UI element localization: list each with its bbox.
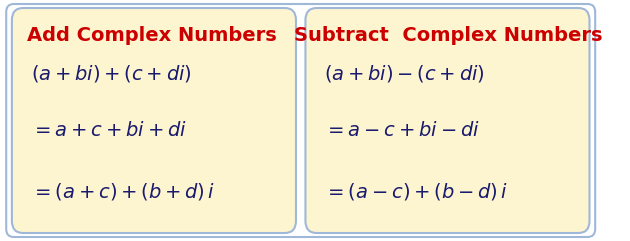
FancyBboxPatch shape bbox=[306, 8, 590, 233]
Text: $(a+bi)+(c+di)$: $(a+bi)+(c+di)$ bbox=[31, 62, 192, 83]
Text: $=(a+c)+(b+d)\,i$: $=(a+c)+(b+d)\,i$ bbox=[31, 181, 215, 201]
FancyBboxPatch shape bbox=[6, 4, 595, 237]
FancyBboxPatch shape bbox=[12, 8, 296, 233]
Text: Add Complex Numbers: Add Complex Numbers bbox=[27, 26, 277, 45]
Text: $(a+bi)-(c+di)$: $(a+bi)-(c+di)$ bbox=[324, 62, 485, 83]
Text: $=a-c+bi-di$: $=a-c+bi-di$ bbox=[324, 121, 480, 141]
Text: $=(a-c)+(b-d)\,i$: $=(a-c)+(b-d)\,i$ bbox=[324, 181, 508, 201]
Text: Subtract  Complex Numbers: Subtract Complex Numbers bbox=[294, 26, 603, 45]
Text: $=a+c+bi+di$: $=a+c+bi+di$ bbox=[31, 121, 186, 141]
